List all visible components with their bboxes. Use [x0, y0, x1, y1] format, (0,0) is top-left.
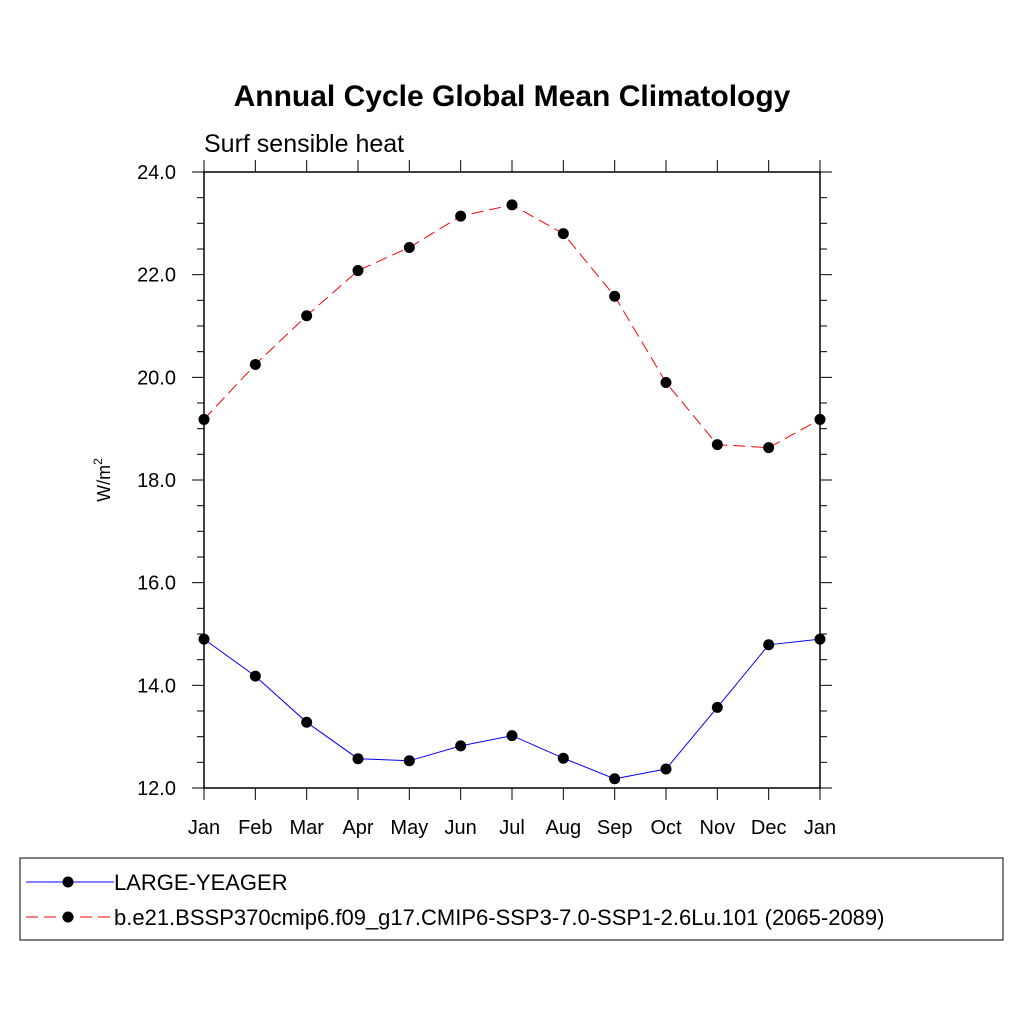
x-tick-label: Jan [188, 817, 220, 839]
series-2-point [711, 439, 723, 451]
y-tick-label: 20.0 [137, 367, 176, 389]
series-1-point [660, 763, 672, 775]
x-tick-label: Jun [445, 817, 477, 839]
chart-subtitle: Surf sensible heat [204, 130, 404, 158]
series-1-point [198, 633, 210, 645]
series-1-point [711, 701, 723, 713]
series-2-point [249, 359, 261, 370]
series-1-point [455, 740, 467, 752]
legend-label-2: b.e21.BSSP370cmip6.f09_g17.CMIP6-SSP3-7.… [114, 905, 884, 930]
x-tick-label: Aug [546, 817, 582, 839]
series-1-point [609, 773, 621, 785]
y-tick-label: 12.0 [137, 778, 176, 800]
y-tick-label: 18.0 [137, 470, 176, 492]
legend: LARGE-YEAGER b.e21.BSSP370cmip6.f09_g17.C… [26, 870, 884, 930]
series-2-point [557, 228, 569, 240]
legend-marker-1 [62, 876, 74, 888]
series-1-point [814, 633, 826, 645]
x-tick-label: May [390, 817, 428, 839]
y-tick-label: 16.0 [137, 573, 176, 595]
y-tick-label: 14.0 [137, 675, 176, 697]
x-tick-label: Apr [342, 817, 373, 839]
svg-text:W/m2: W/m2 [91, 458, 114, 502]
y-tick-label: 22.0 [137, 265, 176, 287]
x-tick-label: Dec [751, 817, 787, 839]
y-axis-label: W/m2 [91, 458, 114, 502]
x-tick-label: Jul [499, 817, 525, 839]
legend-box [19, 857, 1004, 941]
x-tick-label: Jan [804, 817, 836, 839]
series-2-point [660, 376, 672, 388]
series-2-point [301, 310, 313, 322]
series-1-point [352, 753, 364, 765]
series-1-point [763, 639, 775, 651]
series-layer [198, 199, 826, 785]
series-1-point [301, 716, 313, 728]
series-2-point [455, 210, 467, 222]
series-1-point [403, 755, 415, 767]
series-2-point [814, 413, 826, 425]
series-1-point [557, 752, 569, 764]
series-line-2 [203, 204, 821, 449]
series-2-point [763, 442, 775, 454]
series-1-point [506, 730, 518, 742]
legend-label-1: LARGE-YEAGER [114, 870, 288, 895]
series-2-point [198, 413, 210, 425]
series-line-1 [203, 638, 821, 780]
series-2-point [352, 265, 364, 277]
series-2-point [403, 241, 415, 253]
x-tick-label: Sep [597, 817, 633, 839]
x-tick-label: Nov [700, 817, 736, 839]
x-tick-label: Oct [650, 817, 682, 839]
y-tick-label: 24.0 [137, 162, 176, 184]
legend-marker-2 [62, 911, 74, 923]
series-2-point [609, 290, 621, 302]
x-tick-label: Feb [238, 817, 272, 839]
y-axis-label-superscript: 2 [91, 458, 105, 465]
chart-title: Annual Cycle Global Mean Climatology [234, 80, 791, 113]
x-tick-label: Mar [289, 817, 324, 839]
y-axis-label-text: W/m [94, 465, 114, 502]
series-2-point [506, 199, 518, 211]
axis-ticks: Jan Feb Mar Apr May Jun Jul Aug Sep Oct Nov Dec Jan 1… [137, 160, 836, 839]
series-1-point [249, 670, 261, 682]
